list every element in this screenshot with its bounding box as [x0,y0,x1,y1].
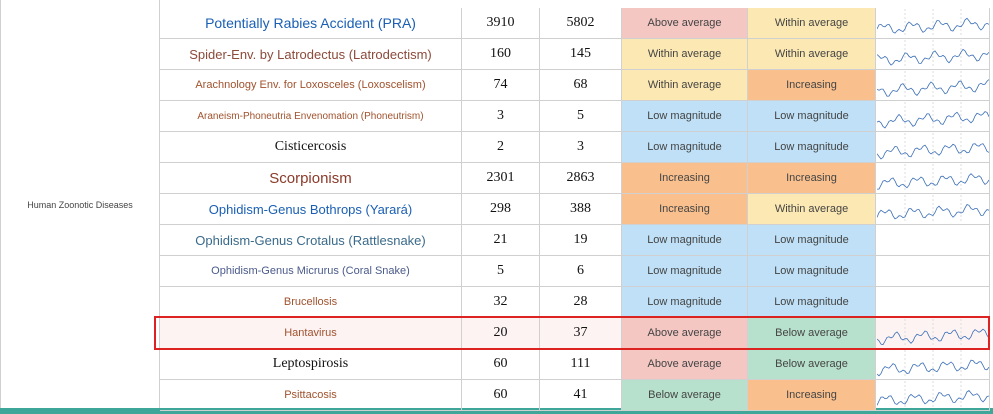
status: Low magnitude [748,225,876,256]
status: Below average [622,380,748,411]
sparkline-cell [876,39,990,70]
disease-name: Scorpionism [160,163,462,194]
status: Low magnitude [748,101,876,132]
count: 298 [462,194,540,225]
status: Increasing [748,70,876,101]
count: 160 [462,39,540,70]
status: Increasing [748,163,876,194]
sparkline [876,164,989,192]
sparkline [876,102,989,130]
sparkline [876,71,989,99]
count: 388 [540,194,622,225]
sparkline-cell [876,287,990,318]
selection-outline [154,316,990,350]
footer-strip [0,408,993,414]
status: Below average [748,349,876,380]
disease-name: Leptospirosis [160,349,462,380]
status: Low magnitude [748,256,876,287]
disease-name: Arachnology Env. for Loxosceles (Loxosce… [160,70,462,101]
sparkline-cell [876,132,990,163]
disease-name: Ophidism-Genus Crotalus (Rattlesnake) [160,225,462,256]
sparkline-cell [876,101,990,132]
sparkline [876,350,989,378]
status: Within average [622,39,748,70]
sparkline [876,133,989,161]
count: 5802 [540,8,622,39]
count: 2863 [540,163,622,194]
sparkline-cell [876,163,990,194]
status: Low magnitude [748,287,876,318]
count: 145 [540,39,622,70]
disease-name: Ophidism-Genus Bothrops (Yarará) [160,194,462,225]
sparkline-cell [876,349,990,380]
count: 74 [462,70,540,101]
sparkline [876,40,989,68]
count: 41 [540,380,622,411]
status: Low magnitude [622,256,748,287]
count: 60 [462,380,540,411]
count: 2301 [462,163,540,194]
disease-name: Potentially Rabies Accident (PRA) [160,8,462,39]
sparkline-cell [876,194,990,225]
status: Low magnitude [622,287,748,318]
count: 5 [540,101,622,132]
disease-name: Ophidism-Genus Micrurus (Coral Snake) [160,256,462,287]
status: Within average [622,70,748,101]
count: 5 [462,256,540,287]
count: 21 [462,225,540,256]
status: Above average [622,8,748,39]
status: Increasing [748,380,876,411]
status: Low magnitude [622,225,748,256]
status: Within average [748,39,876,70]
count: 111 [540,349,622,380]
count: 68 [540,70,622,101]
status: Within average [748,8,876,39]
status: Increasing [622,194,748,225]
disease-name: Cisticercosis [160,132,462,163]
sparkline [876,195,989,223]
count: 3 [462,101,540,132]
disease-name: Araneism-Phoneutria Envenomation (Phoneu… [160,101,462,132]
status: Low magnitude [622,132,748,163]
count: 32 [462,287,540,318]
group-label: Human Zoonotic Diseases [0,0,160,411]
status: Low magnitude [748,132,876,163]
sparkline-cell [876,256,990,287]
status: Below average [748,318,876,349]
count: 60 [462,349,540,380]
count: 6 [540,256,622,287]
count: 3 [540,132,622,163]
count: 19 [540,225,622,256]
disease-name: Spider-Env. by Latrodectus (Latrodectism… [160,39,462,70]
status: Above average [622,349,748,380]
sparkline-cell [876,70,990,101]
status: Within average [748,194,876,225]
disease-name: Psittacosis [160,380,462,411]
sparkline [876,319,989,347]
status: Low magnitude [622,101,748,132]
sparkline [876,9,989,37]
sparkline [876,381,989,409]
disease-name: Brucellosis [160,287,462,318]
count: 3910 [462,8,540,39]
count: 2 [462,132,540,163]
status: Above average [622,318,748,349]
count: 28 [540,287,622,318]
sparkline-cell [876,380,990,411]
status: Increasing [622,163,748,194]
sparkline-cell [876,225,990,256]
sparkline-cell [876,8,990,39]
